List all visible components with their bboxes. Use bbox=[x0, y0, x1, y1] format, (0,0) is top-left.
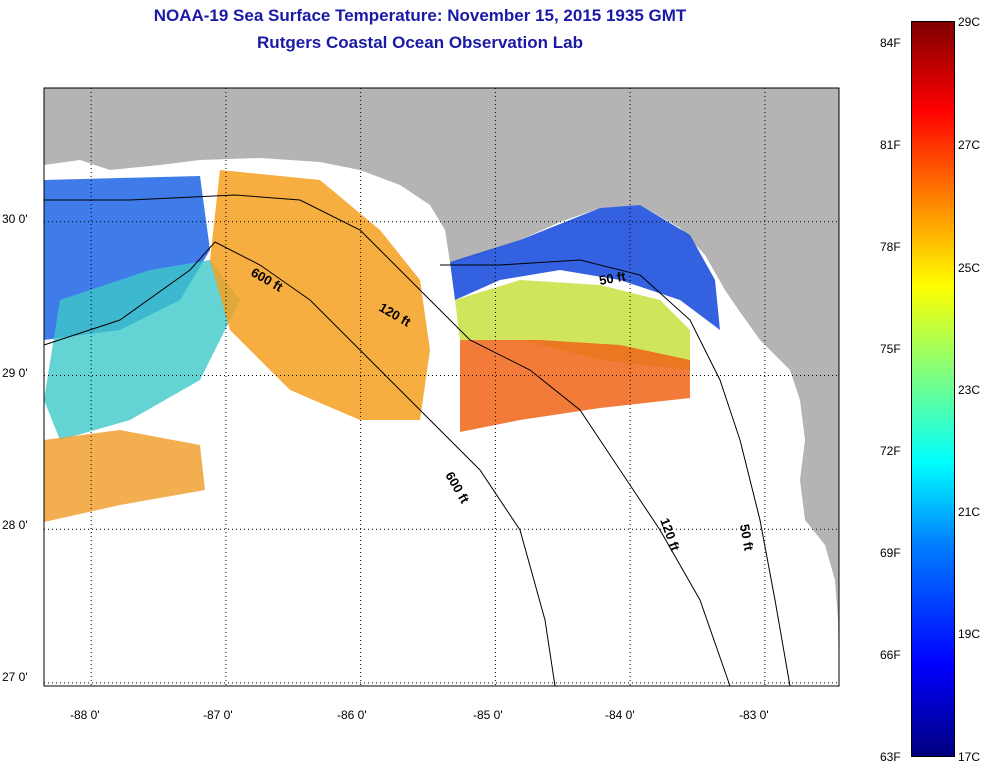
map-frame bbox=[43, 87, 840, 687]
colorbar-f-label: 66F bbox=[880, 648, 901, 662]
isobath-50ft bbox=[440, 259, 791, 687]
isobath-600ft bbox=[43, 241, 556, 687]
lat-label: 30 0' bbox=[2, 212, 28, 226]
lon-label: -86 0' bbox=[337, 708, 367, 722]
isobath-label-50ft: 50 ft bbox=[598, 268, 628, 288]
sst-swath-orange-center bbox=[210, 170, 430, 420]
lat-label: 28 0' bbox=[2, 518, 28, 532]
map-subtitle: Rutgers Coastal Ocean Observation Lab bbox=[257, 33, 583, 52]
isobath-120ft bbox=[44, 194, 731, 687]
sst-swath-sw-orange bbox=[44, 430, 205, 522]
lon-label: -83 0' bbox=[739, 708, 769, 722]
colorbar-f-label: 72F bbox=[880, 444, 901, 458]
colorbar-f-label: 84F bbox=[880, 36, 901, 50]
graticule bbox=[44, 88, 839, 686]
colorbar-c-label: 29C bbox=[958, 15, 981, 29]
colorbar-c-label: 25C bbox=[958, 261, 981, 275]
isobath-label-50ft: 50 ft bbox=[737, 523, 757, 553]
sst-map: 600 ft 120 ft 50 ft 600 ft 120 ft 50 ft bbox=[43, 87, 840, 687]
lon-label: -84 0' bbox=[605, 708, 635, 722]
colorbar-c-label: 23C bbox=[958, 383, 981, 397]
lat-label: 29 0' bbox=[2, 366, 28, 380]
sst-swath-west-cyan bbox=[44, 260, 240, 440]
lon-label: -85 0' bbox=[473, 708, 503, 722]
sst-swath-east-blue bbox=[450, 205, 720, 330]
colorbar-f-label: 69F bbox=[880, 546, 901, 560]
map-title: NOAA-19 Sea Surface Temperature: Novembe… bbox=[153, 6, 687, 25]
sst-swath-east-orange bbox=[460, 340, 690, 432]
colorbar-f-label: 75F bbox=[880, 342, 901, 356]
colorbar-f-label: 63F bbox=[880, 750, 901, 764]
colorbar-c-label: 21C bbox=[958, 505, 981, 519]
lat-label: 27 0' bbox=[2, 670, 28, 684]
colorbar-c-label: 27C bbox=[958, 138, 981, 152]
lon-label: -87 0' bbox=[203, 708, 233, 722]
colorbar-f-label: 81F bbox=[880, 138, 901, 152]
colorbar-c-label: 19C bbox=[958, 627, 981, 641]
colorbar-c-label: 17C bbox=[958, 750, 981, 764]
lon-label: -88 0' bbox=[70, 708, 100, 722]
colorbar-f-label: 78F bbox=[880, 240, 901, 254]
colorbar bbox=[911, 21, 955, 757]
